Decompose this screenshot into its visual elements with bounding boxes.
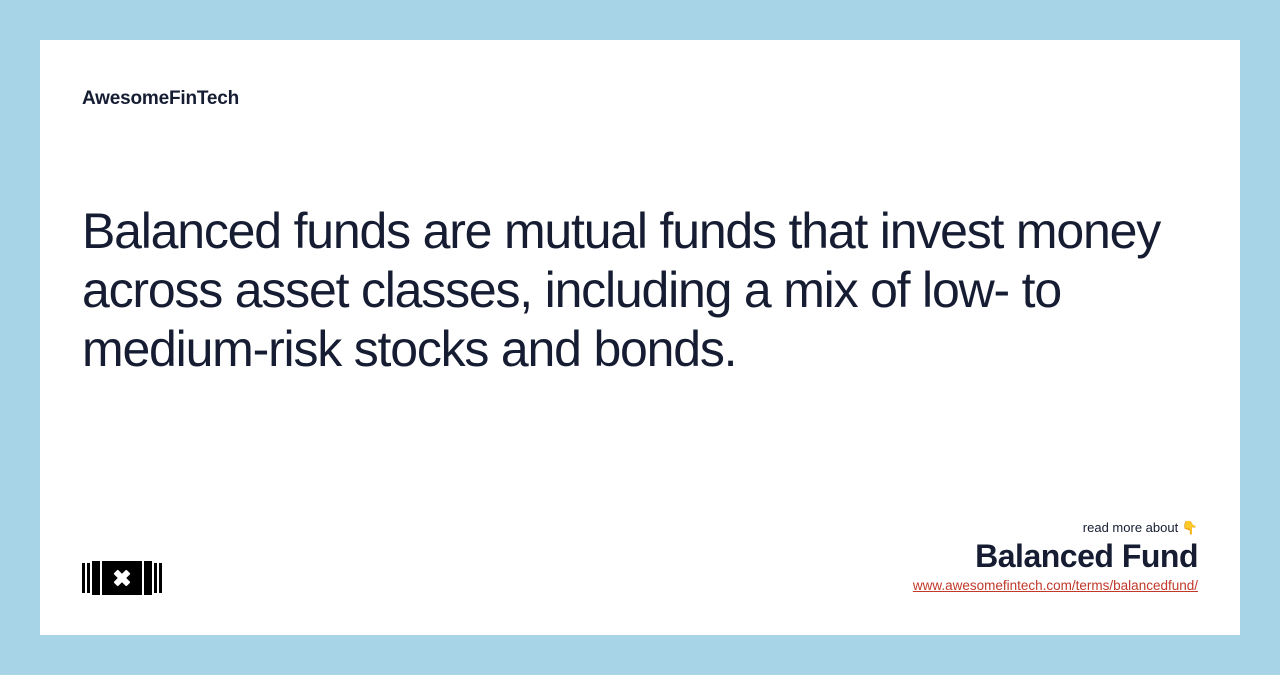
source-url-link[interactable]: www.awesomefintech.com/terms/balancedfun… [913, 578, 1198, 593]
logo-icon [82, 561, 162, 595]
footer-right: read more about 👇 Balanced Fund www.awes… [913, 520, 1198, 595]
definition-card: AwesomeFinTech Balanced funds are mutual… [40, 40, 1240, 635]
brand-name: AwesomeFinTech [82, 88, 1198, 110]
definition-text: Balanced funds are mutual funds that inv… [82, 202, 1182, 379]
read-more-label: read more about 👇 [913, 520, 1198, 536]
card-footer: read more about 👇 Balanced Fund www.awes… [82, 520, 1198, 595]
term-title: Balanced Fund [913, 538, 1198, 575]
